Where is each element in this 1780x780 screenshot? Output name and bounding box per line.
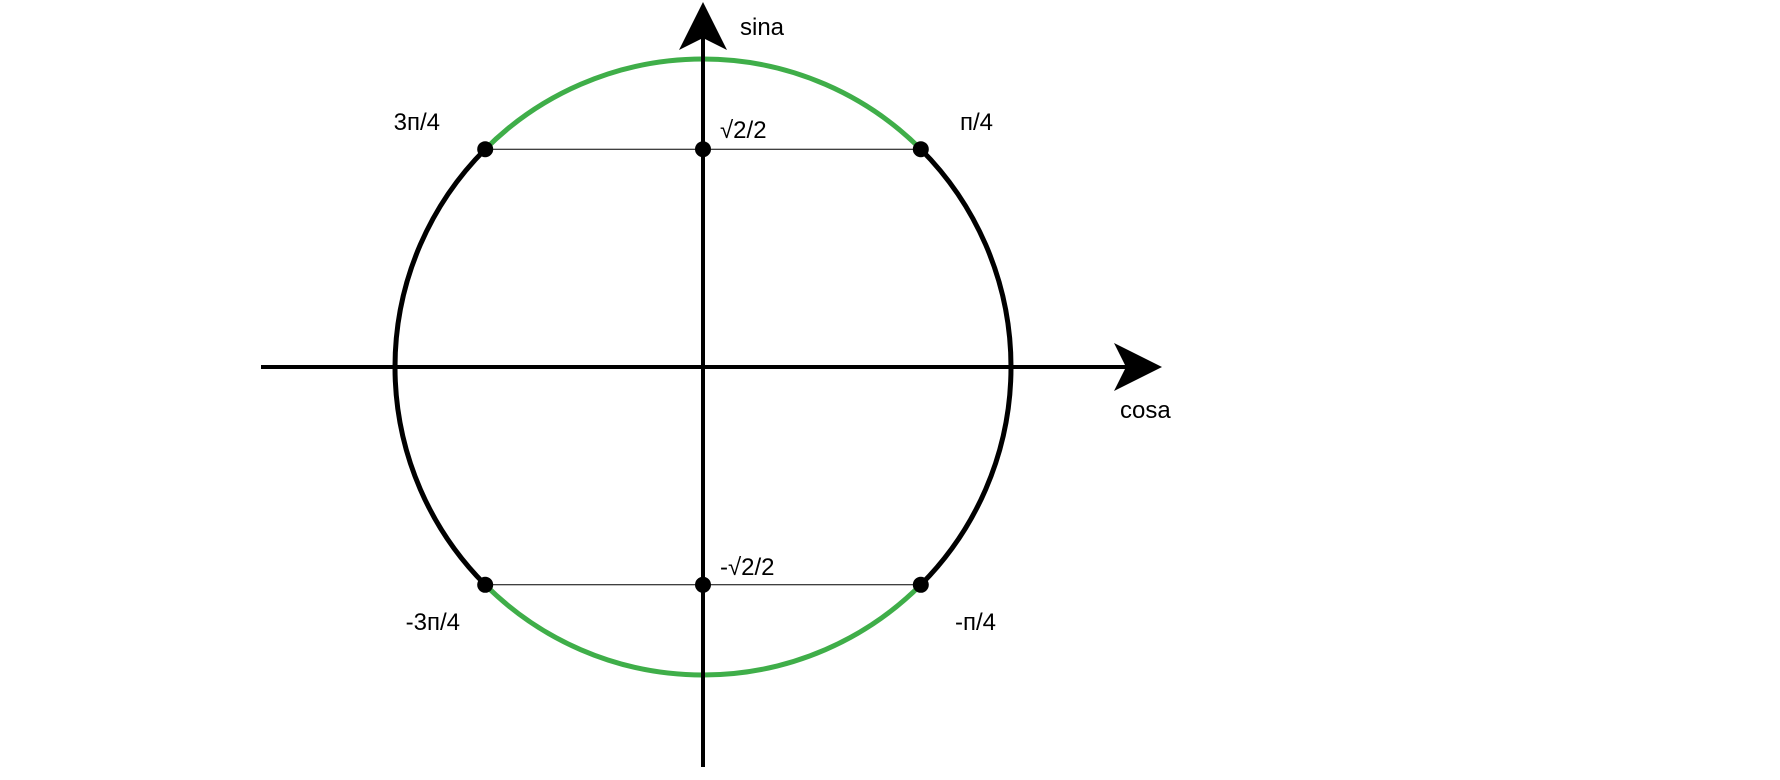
point-label-p5: √2/2 (720, 117, 767, 144)
point-label-p3: -3п/4 (406, 609, 460, 636)
point-label-p4: -п/4 (955, 609, 996, 636)
unit-circle-diagram: sina cosa п/4 3п/4 -3п/4 -п/4 √2/2 -√2/2 (0, 0, 1780, 780)
point-p5 (695, 141, 711, 157)
point-label-p2: 3п/4 (394, 109, 440, 136)
point-p1 (913, 141, 929, 157)
point-p3 (477, 577, 493, 593)
y-axis-label: sina (740, 14, 785, 41)
x-axis-label: cosa (1120, 397, 1171, 424)
point-label-p6: -√2/2 (720, 554, 775, 581)
point-p2 (477, 141, 493, 157)
point-p4 (913, 577, 929, 593)
point-label-p1: п/4 (960, 109, 993, 136)
point-p6 (695, 577, 711, 593)
